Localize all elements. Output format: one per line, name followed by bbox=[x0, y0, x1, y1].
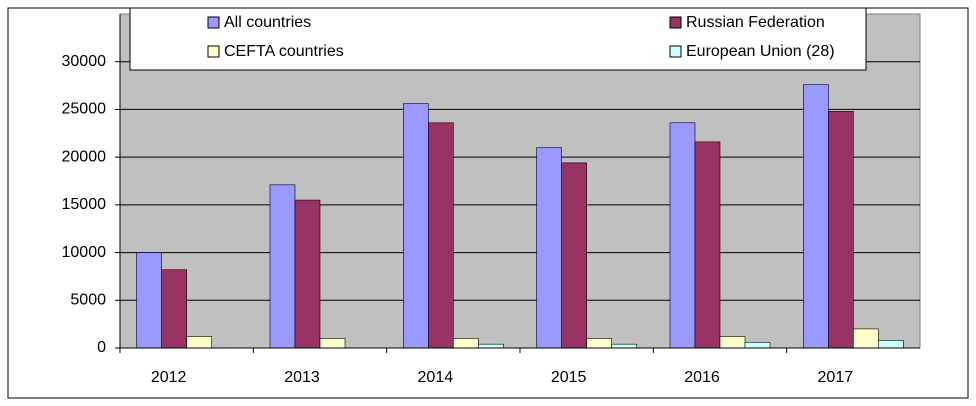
y-tick-label: 15000 bbox=[62, 196, 107, 213]
bar bbox=[669, 122, 696, 349]
y-tick-label: 25000 bbox=[62, 101, 107, 118]
bar bbox=[611, 343, 637, 349]
bar bbox=[428, 122, 454, 349]
legend-label: Russian Federation bbox=[686, 14, 825, 31]
bar bbox=[294, 199, 321, 349]
bar bbox=[536, 147, 562, 349]
legend-label: All countries bbox=[224, 14, 311, 31]
bar bbox=[744, 341, 771, 349]
legend-label: European Union (28) bbox=[686, 43, 835, 60]
bar bbox=[853, 328, 879, 349]
legend-swatch bbox=[669, 16, 682, 29]
bar bbox=[878, 340, 904, 349]
bar bbox=[803, 84, 829, 349]
bar bbox=[478, 343, 504, 349]
bar bbox=[403, 103, 429, 349]
legend-box bbox=[129, 7, 867, 71]
x-tick-label: 2015 bbox=[551, 369, 587, 386]
bar bbox=[561, 162, 587, 349]
bar bbox=[319, 338, 346, 349]
y-tick-label: 0 bbox=[97, 339, 106, 356]
x-tick-label: 2016 bbox=[684, 369, 720, 386]
y-tick-label: 20000 bbox=[62, 148, 107, 165]
y-tick-label: 10000 bbox=[62, 244, 107, 261]
legend-swatch bbox=[207, 45, 220, 58]
legend-swatch bbox=[669, 45, 682, 58]
y-tick-label: 5000 bbox=[70, 292, 106, 309]
legend-label: CEFTA countries bbox=[224, 43, 344, 60]
legend-swatch bbox=[207, 16, 220, 29]
x-tick-label: 2013 bbox=[284, 369, 320, 386]
x-tick-label: 2014 bbox=[418, 369, 454, 386]
y-tick-label: 30000 bbox=[62, 53, 107, 70]
bar bbox=[719, 336, 746, 349]
bar bbox=[186, 336, 212, 349]
bar bbox=[453, 338, 479, 349]
x-tick-label: 2012 bbox=[151, 369, 187, 386]
bar bbox=[828, 111, 854, 349]
bar bbox=[136, 252, 162, 349]
bar bbox=[161, 269, 187, 349]
bar bbox=[269, 184, 296, 349]
bar bbox=[694, 141, 721, 349]
bar bbox=[586, 338, 612, 349]
x-tick-label: 2017 bbox=[818, 369, 854, 386]
